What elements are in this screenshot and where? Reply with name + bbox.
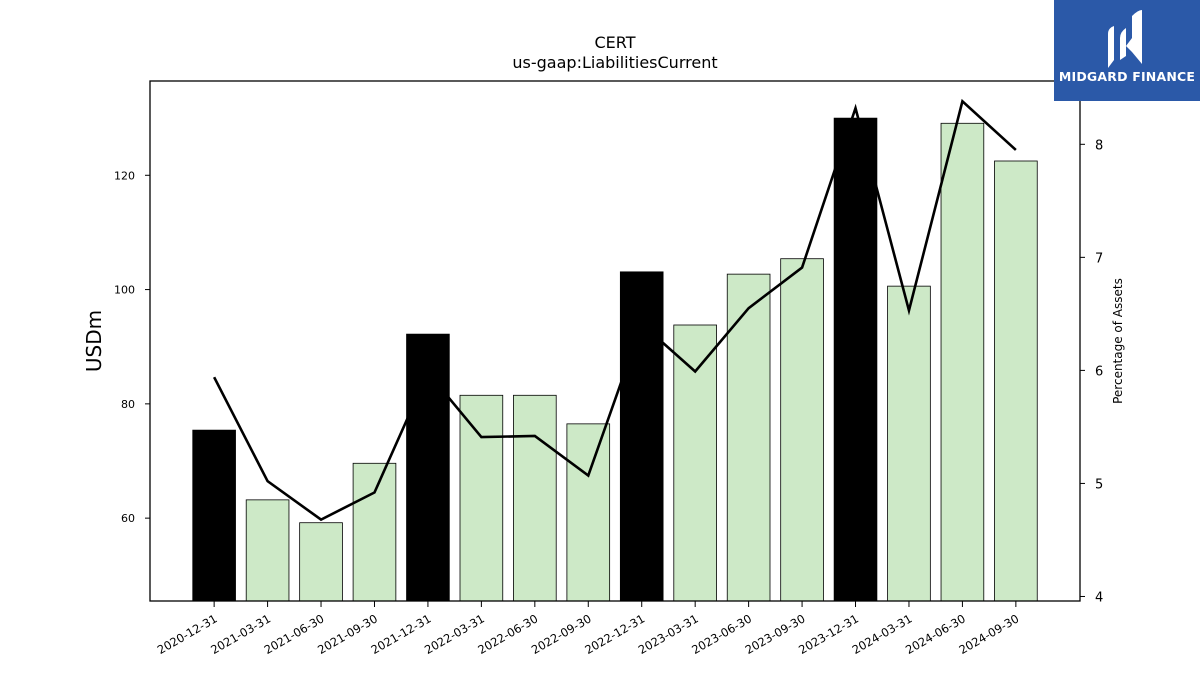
- plot-frame: [149, 80, 1081, 602]
- y-tick-label-120: 120: [114, 169, 135, 182]
- bar-2021-09-30: [352, 462, 397, 602]
- y2-tick-label-8: 8: [1095, 138, 1103, 153]
- x-tick-label-2023-09-30: 2023-09-30: [743, 611, 808, 657]
- percentage-of-assets-line: [212, 98, 1017, 522]
- chart-title: CERT: [594, 33, 635, 52]
- bar-2021-03-31: [245, 499, 290, 602]
- x-tick-label-2023-03-31: 2023-03-31: [636, 611, 701, 657]
- bar-2021-12-31: [406, 333, 450, 602]
- y-tick-label-100: 100: [114, 284, 135, 297]
- chart-subtitle: us-gaap:LiabilitiesCurrent: [512, 53, 717, 72]
- x-tick-label-2021-12-31: 2021-12-31: [369, 611, 434, 657]
- midgard-finance-logo: MIDGARD FINANCE: [1054, 0, 1200, 101]
- x-tick-label-2021-06-30: 2021-06-30: [262, 611, 327, 657]
- bar-2024-09-30: [994, 160, 1038, 602]
- y-tick-label-60: 60: [121, 512, 135, 525]
- x-tick-label-2023-06-30: 2023-06-30: [689, 611, 754, 657]
- y2-tick-label-5: 5: [1095, 477, 1103, 492]
- x-tick-label-2024-06-30: 2024-06-30: [903, 611, 968, 657]
- bar-2021-06-30: [299, 522, 343, 602]
- bar-2022-06-30: [513, 394, 557, 602]
- y2-tick-label-6: 6: [1095, 364, 1103, 379]
- x-tick-label-2022-06-30: 2022-06-30: [475, 611, 540, 657]
- x-tick-label-2023-12-31: 2023-12-31: [796, 611, 861, 657]
- y-axis-label: USDm: [82, 310, 106, 372]
- logo-text: MIDGARD FINANCE: [1058, 69, 1196, 84]
- bar-2022-03-31: [459, 394, 504, 602]
- y2-tick-label-7: 7: [1095, 251, 1103, 266]
- bar-2023-09-30: [780, 258, 824, 602]
- x-tick-label-2024-03-31: 2024-03-31: [850, 611, 915, 657]
- bar-2020-12-31: [192, 429, 236, 602]
- x-tick-label-2022-03-31: 2022-03-31: [422, 611, 487, 657]
- bar-2024-03-31: [887, 285, 931, 602]
- x-tick-label-2022-12-31: 2022-12-31: [582, 611, 647, 657]
- x-tick-label-2020-12-31: 2020-12-31: [155, 611, 220, 657]
- y2-tick-label-4: 4: [1095, 590, 1103, 605]
- x-tick-label-2021-09-30: 2021-09-30: [315, 611, 380, 657]
- bar-2022-12-31: [619, 271, 664, 602]
- bar-2023-03-31: [673, 324, 717, 602]
- y-tick-label-80: 80: [121, 398, 135, 411]
- x-tick-label-2022-09-30: 2022-09-30: [529, 611, 594, 657]
- bar-2023-06-30: [726, 273, 771, 602]
- bar-2022-09-30: [566, 423, 611, 602]
- y2-axis-label: Percentage of Assets: [1111, 278, 1125, 404]
- logo-mark-icon: [1108, 10, 1142, 68]
- x-tick-label-2024-09-30: 2024-09-30: [956, 611, 1021, 657]
- bar-2023-12-31: [833, 117, 878, 602]
- bar-2024-06-30: [940, 122, 985, 602]
- x-tick-label-2021-03-31: 2021-03-31: [208, 611, 273, 657]
